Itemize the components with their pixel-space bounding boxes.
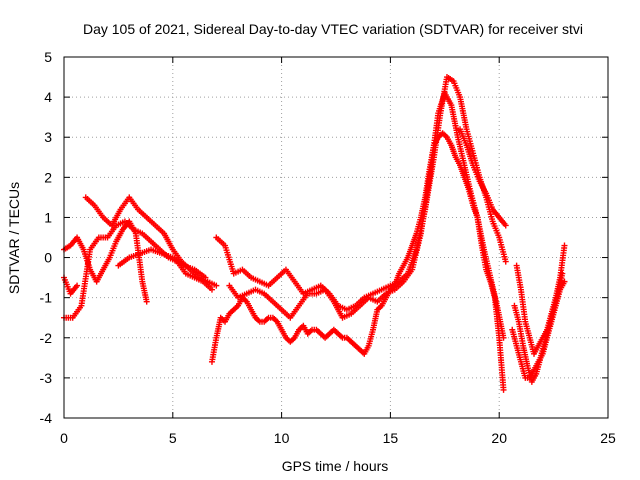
x-tick-label: 15 bbox=[383, 430, 399, 446]
ticks-layer: 0 5 10 15 20 25 -4 -3 -2 -1 0 1 2 3 4 5 bbox=[40, 49, 616, 446]
data-point bbox=[500, 334, 507, 341]
series-track-c bbox=[82, 194, 220, 289]
y-tick-label: 0 bbox=[44, 250, 52, 266]
y-tick-label: -1 bbox=[40, 290, 53, 306]
data-point bbox=[502, 222, 509, 229]
data-point bbox=[74, 282, 81, 289]
y-tick-label: -2 bbox=[40, 330, 53, 346]
series-track-d bbox=[115, 246, 209, 281]
series-track-l bbox=[511, 270, 566, 385]
y-tick-label: 4 bbox=[44, 89, 52, 105]
data-point bbox=[202, 274, 209, 281]
y-tick-label: 3 bbox=[44, 129, 52, 145]
x-tick-label: 0 bbox=[60, 430, 68, 446]
series-track-g bbox=[213, 74, 509, 313]
series-track-i bbox=[457, 126, 509, 229]
x-axis-label: GPS time / hours bbox=[282, 458, 389, 474]
data-point bbox=[208, 286, 215, 293]
x-tick-label: 20 bbox=[491, 430, 507, 446]
plot-frame bbox=[63, 56, 609, 419]
x-tick-label: 25 bbox=[600, 430, 616, 446]
chart-title: Day 105 of 2021, Sidereal Day-to-day VTE… bbox=[83, 21, 583, 37]
data-point bbox=[561, 242, 568, 249]
data-point bbox=[213, 282, 220, 289]
y-tick-label: 5 bbox=[44, 49, 52, 65]
data-point bbox=[500, 386, 507, 393]
y-tick-label: -4 bbox=[40, 410, 53, 426]
data-point bbox=[559, 270, 566, 277]
grid-layer bbox=[64, 57, 608, 418]
y-tick-label: 2 bbox=[44, 169, 52, 185]
x-tick-label: 5 bbox=[169, 430, 177, 446]
y-axis-label: SDTVAR / TECUs bbox=[6, 182, 22, 294]
y-tick-label: -3 bbox=[40, 370, 53, 386]
x-tick-label: 10 bbox=[274, 430, 290, 446]
marks-layer bbox=[61, 74, 568, 393]
series-track-h bbox=[226, 90, 507, 341]
data-point bbox=[143, 298, 150, 305]
y-tick-label: 1 bbox=[44, 209, 52, 225]
data-point bbox=[561, 278, 568, 285]
series-track-f bbox=[208, 130, 507, 393]
data-point bbox=[502, 258, 509, 265]
